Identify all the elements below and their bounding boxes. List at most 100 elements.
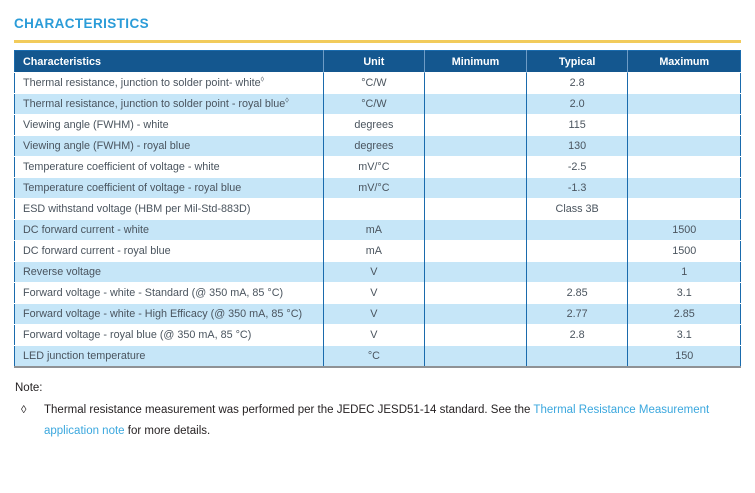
unit-cell: V [322, 261, 425, 283]
unit-cell: V [322, 324, 425, 346]
maximum-cell: 3.1 [627, 324, 741, 346]
characteristics-table: Characteristics Unit Minimum Typical Max… [14, 50, 741, 368]
note-section: Note: ◊ Thermal resistance measurement w… [14, 382, 741, 443]
typical-cell: 2.8 [525, 72, 628, 94]
unit-cell: °C [322, 345, 425, 367]
maximum-cell: 3.1 [627, 282, 741, 304]
minimum-cell [424, 198, 527, 220]
unit-cell: mA [322, 219, 425, 241]
unit-cell: degrees [322, 114, 425, 136]
typical-cell: 2.0 [525, 93, 628, 115]
table-row: ESD withstand voltage (HBM per Mil-Std-8… [14, 198, 741, 220]
typical-cell [525, 219, 628, 241]
minimum-cell [424, 219, 527, 241]
table-row: Reverse voltage V 1 [14, 261, 741, 283]
table-row: Forward voltage - royal blue (@ 350 mA, … [14, 324, 741, 346]
minimum-cell [424, 345, 527, 367]
unit-cell: °C/W [322, 93, 425, 115]
note-text: Thermal resistance measurement was perfo… [44, 400, 741, 443]
note-item: ◊ Thermal resistance measurement was per… [14, 400, 741, 443]
table-row: Temperature coefficient of voltage - roy… [14, 177, 741, 199]
table-row: Viewing angle (FWHM) - white degrees 115 [14, 114, 741, 136]
unit-cell: mA [322, 240, 425, 262]
maximum-cell: 1 [627, 261, 741, 283]
note-label: Note: [15, 381, 43, 394]
thermal-resistance-application-note-link[interactable]: Thermal Resistance Measurement applicati… [44, 403, 710, 437]
maximum-cell [627, 114, 741, 136]
minimum-cell [424, 282, 527, 304]
table-row: LED junction temperature °C 150 [14, 345, 741, 367]
maximum-cell [627, 72, 741, 94]
typical-cell [525, 261, 628, 283]
maximum-cell [627, 93, 741, 115]
minimum-cell [424, 324, 527, 346]
header-maximum: Maximum [627, 50, 741, 73]
table-row: Thermal resistance, junction to solder p… [14, 72, 741, 94]
minimum-cell [424, 114, 527, 136]
unit-cell: °C/W [322, 72, 425, 94]
table-row: Forward voltage - white - High Efficacy … [14, 303, 741, 325]
typical-cell: 130 [525, 135, 628, 157]
unit-cell: mV/°C [322, 156, 425, 178]
typical-cell: 2.8 [525, 324, 628, 346]
characteristic-cell: DC forward current - white [14, 219, 324, 241]
maximum-cell: 2.85 [627, 303, 741, 325]
page-title: CHARACTERISTICS [14, 16, 150, 31]
maximum-cell: 1500 [627, 240, 741, 262]
characteristic-cell: Viewing angle (FWHM) - royal blue [14, 135, 324, 157]
datasheet-page: CHARACTERISTICS Characteristics Unit Min… [14, 16, 741, 443]
characteristic-cell: Forward voltage - royal blue (@ 350 mA, … [14, 324, 324, 346]
characteristic-cell: Thermal resistance, junction to solder p… [14, 93, 324, 115]
maximum-cell [627, 135, 741, 157]
unit-cell: V [322, 303, 425, 325]
header-characteristics: Characteristics [14, 50, 324, 73]
maximum-cell [627, 156, 741, 178]
maximum-cell: 1500 [627, 219, 741, 241]
note-bullet-icon: ◊ [21, 403, 27, 416]
minimum-cell [424, 303, 527, 325]
table-row: Temperature coefficient of voltage - whi… [14, 156, 741, 178]
minimum-cell [424, 261, 527, 283]
typical-cell [525, 240, 628, 262]
table-row: Forward voltage - white - Standard (@ 35… [14, 282, 741, 304]
maximum-cell [627, 177, 741, 199]
header-unit: Unit [322, 50, 425, 73]
minimum-cell [424, 135, 527, 157]
characteristic-cell: ESD withstand voltage (HBM per Mil-Std-8… [14, 198, 324, 220]
title-underline [14, 40, 741, 43]
table-row: DC forward current - royal blue mA 1500 [14, 240, 741, 262]
header-typical: Typical [525, 50, 628, 73]
table-header: Characteristics Unit Minimum Typical Max… [14, 50, 741, 73]
characteristic-cell: Viewing angle (FWHM) - white [14, 114, 324, 136]
header-minimum: Minimum [424, 50, 527, 73]
characteristic-cell: DC forward current - royal blue [14, 240, 324, 262]
characteristic-cell: Forward voltage - white - Standard (@ 35… [14, 282, 324, 304]
minimum-cell [424, 72, 527, 94]
characteristic-cell: Forward voltage - white - High Efficacy … [14, 303, 324, 325]
typical-cell: -2.5 [525, 156, 628, 178]
minimum-cell [424, 93, 527, 115]
table-row: Viewing angle (FWHM) - royal blue degree… [14, 135, 741, 157]
characteristic-cell: Temperature coefficient of voltage - roy… [14, 177, 324, 199]
note-text-after: for more details. [124, 424, 211, 437]
unit-cell [322, 198, 425, 220]
typical-cell [525, 345, 628, 367]
typical-cell: 115 [525, 114, 628, 136]
minimum-cell [424, 240, 527, 262]
minimum-cell [424, 156, 527, 178]
minimum-cell [424, 177, 527, 199]
table-row: DC forward current - white mA 1500 [14, 219, 741, 241]
unit-cell: degrees [322, 135, 425, 157]
typical-cell: -1.3 [525, 177, 628, 199]
note-text-before: Thermal resistance measurement was perfo… [44, 403, 534, 416]
characteristic-cell: Reverse voltage [14, 261, 324, 283]
characteristic-cell: LED junction temperature [14, 345, 324, 367]
characteristic-cell: Temperature coefficient of voltage - whi… [14, 156, 324, 178]
unit-cell: V [322, 282, 425, 304]
table-row: Thermal resistance, junction to solder p… [14, 93, 741, 115]
characteristic-cell: Thermal resistance, junction to solder p… [14, 72, 324, 94]
typical-cell: 2.85 [525, 282, 628, 304]
maximum-cell: 150 [627, 345, 741, 367]
maximum-cell [627, 198, 741, 220]
typical-cell: Class 3B [525, 198, 628, 220]
